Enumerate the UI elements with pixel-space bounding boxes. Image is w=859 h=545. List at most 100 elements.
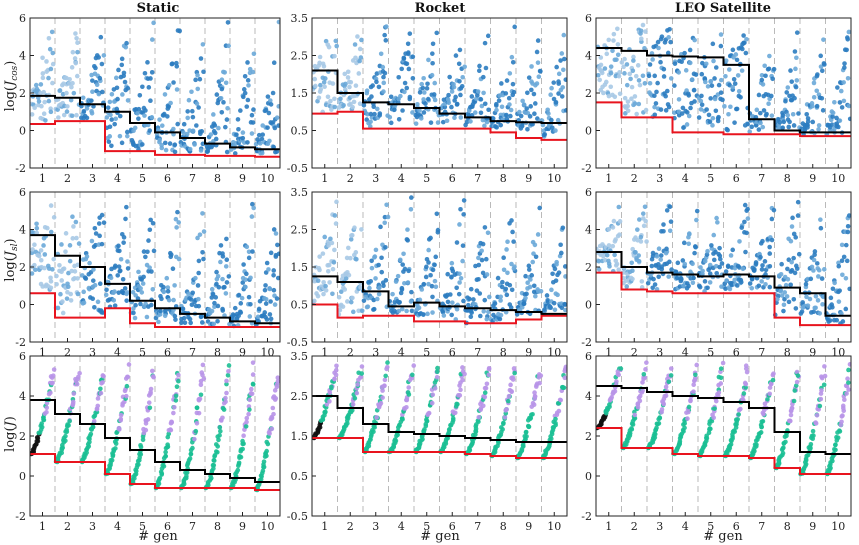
scatter-point <box>420 85 426 91</box>
scatter-point <box>818 53 824 59</box>
scatter-point <box>769 113 775 118</box>
scatter-point <box>538 288 544 294</box>
scatter-point <box>796 111 801 116</box>
scatter-point <box>195 283 201 288</box>
scatter-point <box>67 258 73 264</box>
scatter-point <box>243 277 248 282</box>
scatter-point <box>694 362 700 368</box>
scatter-point <box>717 256 723 262</box>
scatter-point <box>718 366 724 371</box>
scatter-point <box>250 360 256 365</box>
scatter-point <box>326 262 332 268</box>
scatter-point <box>333 221 339 226</box>
scatter-point <box>424 264 429 270</box>
scatter-point <box>538 373 544 378</box>
scatter-point <box>346 245 351 251</box>
x-tick-label: 10 <box>261 172 275 185</box>
scatter-point <box>658 257 664 262</box>
scatter-point <box>200 42 206 47</box>
scatter-point <box>457 280 462 285</box>
scatter-point <box>766 101 771 106</box>
scatter-point <box>215 319 220 324</box>
scatter-point <box>107 134 113 139</box>
scatter-point <box>710 41 716 47</box>
scatter-point <box>734 106 740 112</box>
scatter-point <box>177 28 182 34</box>
best-step-line <box>312 303 567 325</box>
scatter-point <box>89 110 95 116</box>
scatter-point <box>676 70 682 75</box>
scatter-point <box>840 319 846 324</box>
scatter-point <box>432 80 438 86</box>
x-tick-label: 7 <box>474 172 481 185</box>
scatter-point <box>454 285 459 291</box>
scatter-point <box>198 382 204 388</box>
scatter-point <box>379 269 385 275</box>
scatter-point <box>668 219 674 224</box>
scatter-point <box>457 222 462 227</box>
scatter-point <box>32 267 38 273</box>
scatter-point <box>275 375 280 380</box>
scatter-point <box>842 61 847 66</box>
scatter-point <box>199 320 205 325</box>
scatter-point <box>559 305 565 311</box>
y-tick-label: 1.5 <box>291 430 309 443</box>
scatter-point <box>501 267 507 273</box>
scatter-point <box>542 132 548 137</box>
scatter-point <box>686 283 691 289</box>
scatter-point <box>404 308 409 314</box>
y-tick-label: 6 <box>585 350 592 363</box>
scatter-point <box>556 270 562 275</box>
y-tick-label: 0 <box>19 299 26 312</box>
scatter-point <box>676 97 682 102</box>
scatter-point <box>476 262 482 268</box>
scatter-point <box>385 214 391 220</box>
scatter-point <box>641 371 647 377</box>
scatter-point <box>75 291 81 297</box>
scatter-point <box>149 115 155 120</box>
scatter-point <box>693 72 699 77</box>
scatter-point <box>832 446 837 452</box>
scatter-point <box>387 114 393 120</box>
scatter-point <box>434 211 440 217</box>
scatter-point <box>505 239 510 245</box>
scatter-point <box>846 213 851 218</box>
scatter-point <box>629 96 634 102</box>
scatter-point <box>350 295 355 301</box>
scatter-point <box>505 398 511 404</box>
scatter-point <box>498 312 504 318</box>
scatter-point <box>124 298 129 303</box>
scatter-point <box>839 311 844 316</box>
scatter-point <box>264 260 270 266</box>
scatter-point <box>410 54 416 60</box>
scatter-point <box>42 252 48 257</box>
scatter-point <box>122 286 128 291</box>
scatter-point <box>116 425 122 431</box>
scatter-point <box>758 110 763 116</box>
scatter-point <box>46 35 52 41</box>
scatter-point <box>325 268 331 274</box>
scatter-point <box>822 62 827 67</box>
scatter-point <box>486 107 491 113</box>
x-tick-label: 2 <box>347 520 354 533</box>
scatter-point <box>689 77 695 82</box>
scatter-point <box>75 262 81 268</box>
x-tick-label: 5 <box>423 172 430 185</box>
scatter-point <box>638 239 644 244</box>
scatter-point <box>119 56 125 62</box>
scatter-point <box>212 130 218 136</box>
x-tick-label: 4 <box>398 172 405 185</box>
scatter-point <box>705 285 710 291</box>
scatter-point <box>732 81 738 86</box>
scatter-point <box>149 269 154 274</box>
scatter-point <box>430 267 436 273</box>
scatter-point <box>433 254 439 260</box>
scatter-point <box>455 401 460 407</box>
scatter-point <box>242 74 248 79</box>
scatter-point <box>46 75 51 81</box>
scatter-point <box>745 206 750 212</box>
scatter-point <box>793 235 798 240</box>
scatter-point <box>271 60 277 66</box>
scatter-point <box>624 284 630 289</box>
scatter-point <box>556 79 561 84</box>
